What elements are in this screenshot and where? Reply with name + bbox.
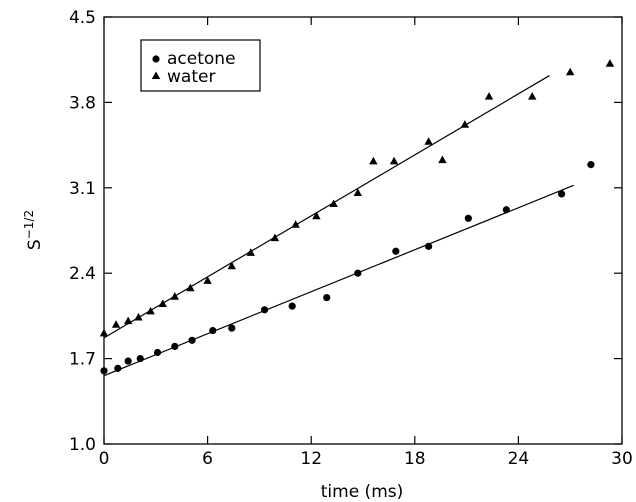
ticks: 0 6 12 18 24 30 1.0 1.7 2.4 3.1 3.8 4.5 <box>69 8 633 469</box>
y-tick-label: 4.5 <box>69 8 96 28</box>
point-water <box>123 316 133 325</box>
x-tick-label: 30 <box>611 449 633 469</box>
legend-marker-acetone <box>152 55 160 63</box>
legend-box <box>140 39 261 92</box>
point-water <box>170 292 179 300</box>
point-water <box>146 306 155 315</box>
point-water <box>111 320 121 328</box>
point-acetone <box>114 364 122 372</box>
point-water <box>312 211 321 220</box>
y-tick-label: 1.0 <box>69 435 96 455</box>
legend-label-acetone: acetone <box>167 49 236 69</box>
point-water <box>566 67 575 76</box>
x-tick-label: 18 <box>404 449 426 469</box>
point-acetone <box>136 355 144 363</box>
point-acetone <box>288 302 296 310</box>
y-tick-label: 3.1 <box>69 179 96 199</box>
point-water <box>186 283 195 292</box>
x-tick-label: 24 <box>508 449 530 469</box>
point-acetone <box>228 324 236 332</box>
point-acetone <box>425 242 433 250</box>
point-acetone <box>464 214 472 222</box>
point-water <box>605 59 615 67</box>
point-water <box>353 188 363 197</box>
data-points <box>99 59 615 375</box>
point-water <box>227 261 236 270</box>
point-water <box>460 120 470 128</box>
point-acetone <box>587 161 595 169</box>
point-acetone <box>124 357 132 365</box>
y-tick-label: 3.8 <box>69 93 96 113</box>
point-acetone <box>354 269 362 277</box>
point-acetone <box>392 247 400 255</box>
y-axis-title-exponent: −1/2 <box>22 210 36 239</box>
x-tick-label: 6 <box>202 449 213 469</box>
point-water <box>528 92 537 100</box>
y-axis-title-base: S <box>25 239 45 250</box>
x-tick-label: 0 <box>99 449 110 469</box>
point-water <box>484 92 494 100</box>
fit-line-acetone <box>103 184 574 377</box>
y-axis-title: S−1/2 <box>22 210 45 250</box>
point-water <box>291 220 300 228</box>
point-water <box>329 199 338 208</box>
point-acetone <box>502 206 510 214</box>
point-acetone <box>100 367 108 375</box>
point-acetone <box>260 306 269 314</box>
point-water <box>438 155 447 164</box>
point-acetone <box>209 326 217 335</box>
point-water <box>270 233 280 242</box>
point-water <box>203 276 212 284</box>
point-water <box>99 328 109 337</box>
legend-marker-water <box>151 71 161 79</box>
point-acetone <box>171 342 179 350</box>
plot-frame <box>103 16 623 445</box>
y-tick-label: 1.7 <box>69 350 96 370</box>
fit-line-water <box>103 75 550 339</box>
point-acetone <box>188 336 196 344</box>
x-tick-label: 12 <box>300 449 322 469</box>
point-water <box>424 137 433 145</box>
point-water <box>246 248 255 256</box>
point-acetone <box>153 348 162 357</box>
point-water <box>134 312 143 321</box>
point-acetone <box>557 190 566 198</box>
point-acetone <box>323 294 331 302</box>
point-water <box>158 299 167 308</box>
fit-lines <box>103 75 574 377</box>
legend-label-water: water <box>167 67 215 87</box>
point-water <box>369 156 378 165</box>
point-water <box>389 156 399 165</box>
legend: acetone water <box>140 39 261 92</box>
x-axis-title: time (ms) <box>321 482 404 502</box>
y-tick-label: 2.4 <box>69 264 96 284</box>
